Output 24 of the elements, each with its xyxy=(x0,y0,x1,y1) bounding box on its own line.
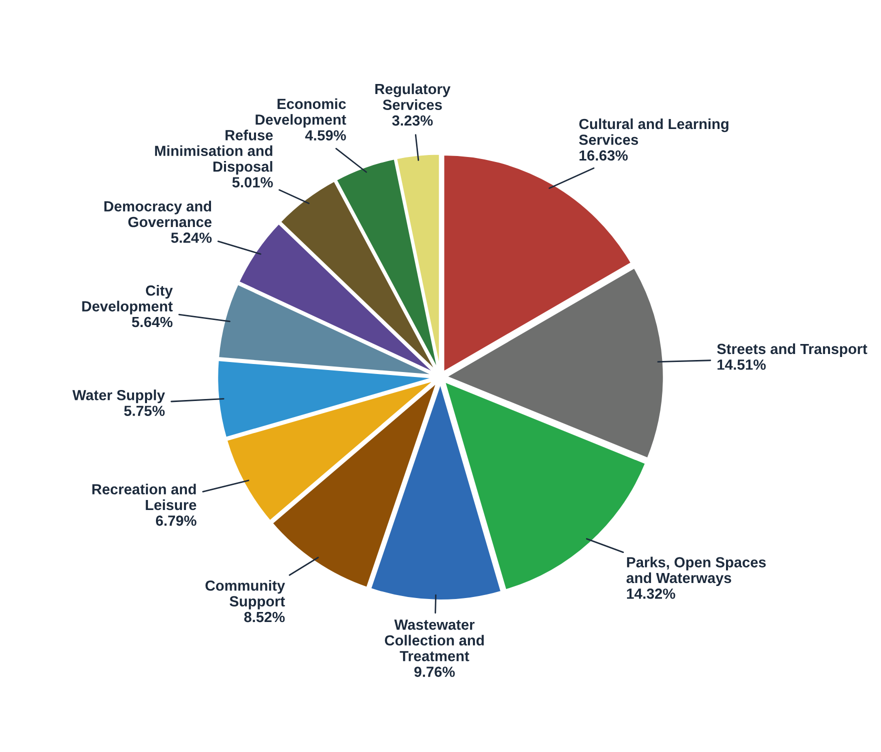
slice-label: Community Support xyxy=(206,580,286,610)
slice-label: Streets and Transport xyxy=(717,343,868,357)
data-label: 9.76% xyxy=(414,666,455,677)
slice-label: Democracy and Governance xyxy=(104,200,212,228)
data-label: 5.75% xyxy=(124,406,165,416)
data-label: 4.59% xyxy=(305,130,346,141)
data-label: 14.51% xyxy=(718,360,766,370)
data-label: 3.23% xyxy=(392,115,433,126)
data-label: 5.64% xyxy=(132,316,172,328)
slice-label: Wastewater Collection and Treatment xyxy=(384,620,484,662)
data-label: 16.63% xyxy=(580,150,628,161)
data-label: 8.52% xyxy=(244,612,285,622)
slice-label: City Development xyxy=(82,285,173,314)
data-label: 5.01% xyxy=(232,177,273,188)
slice-label: Cultural and Learning Services xyxy=(579,118,728,145)
slice-label: Water Supply xyxy=(72,390,165,404)
data-label: 6.79% xyxy=(156,516,196,526)
data-label: 5.24% xyxy=(171,232,212,243)
slice-label: Parks, Open Spaces and Waterways xyxy=(626,556,766,586)
slice-label: Regulatory Services xyxy=(375,83,450,110)
slice-label: Refuse Minimisation and Disposal xyxy=(155,130,273,175)
data-label: 14.32% xyxy=(627,588,676,599)
slice-label: Recreation and Leisure xyxy=(92,484,196,510)
slice-label: Economic Development xyxy=(256,98,346,128)
